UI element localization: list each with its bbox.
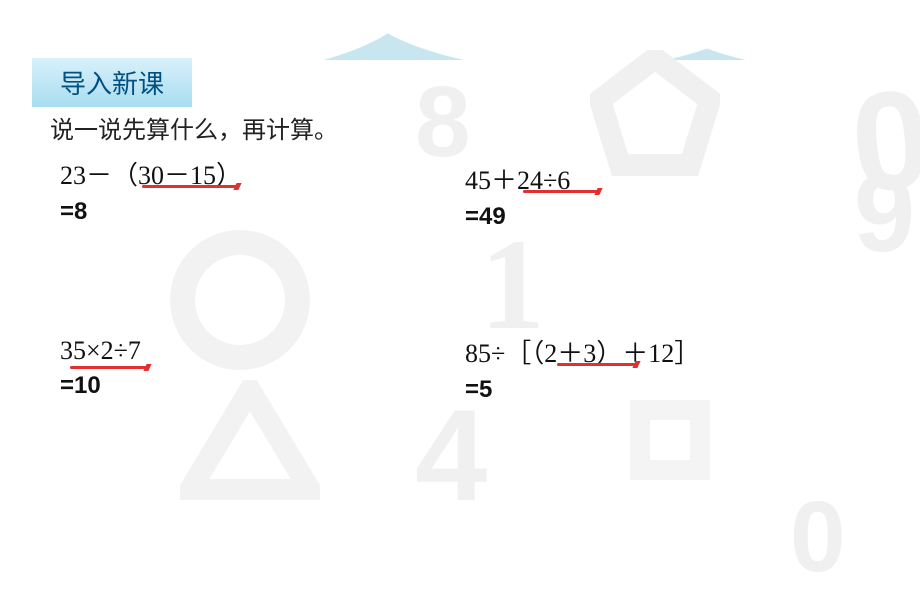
emphasis-underline [523, 190, 599, 193]
emphasis-underline [70, 366, 148, 369]
watermark-square-icon [630, 400, 710, 480]
watermark-digit-0: 0 [790, 480, 846, 595]
watermark-digit-8: 8 [415, 65, 471, 180]
problem-3-expression: 35×2÷7 [60, 336, 141, 366]
problem-4-answer: =5 [465, 376, 700, 404]
problem-1-answer: =8 [60, 198, 242, 226]
watermark-circle-icon [170, 230, 310, 370]
watermark-triangle-icon [180, 380, 320, 500]
problem-3-answer: =10 [60, 372, 141, 400]
lesson-header-banner: 导入新课 [32, 58, 192, 107]
instruction-text: 说一说先算什么，再计算。 [50, 110, 338, 145]
problem-2-answer: =49 [465, 203, 570, 231]
watermark-digit-9: 9 [854, 150, 915, 277]
watermark-digit-0: 0 [845, 57, 920, 225]
problem-2: 45＋24÷6 =49 [465, 160, 570, 231]
problem-3: 35×2÷7 =10 [60, 336, 141, 400]
lesson-header-text: 导入新课 [60, 69, 164, 99]
problem-1: 23－（30－15） =8 [60, 155, 242, 226]
emphasis-underline [557, 363, 637, 366]
watermark-pentagon-icon [590, 50, 720, 180]
problem-4: 85÷［（2＋3）＋12］ =5 [465, 333, 700, 404]
emphasis-underline [142, 185, 238, 188]
